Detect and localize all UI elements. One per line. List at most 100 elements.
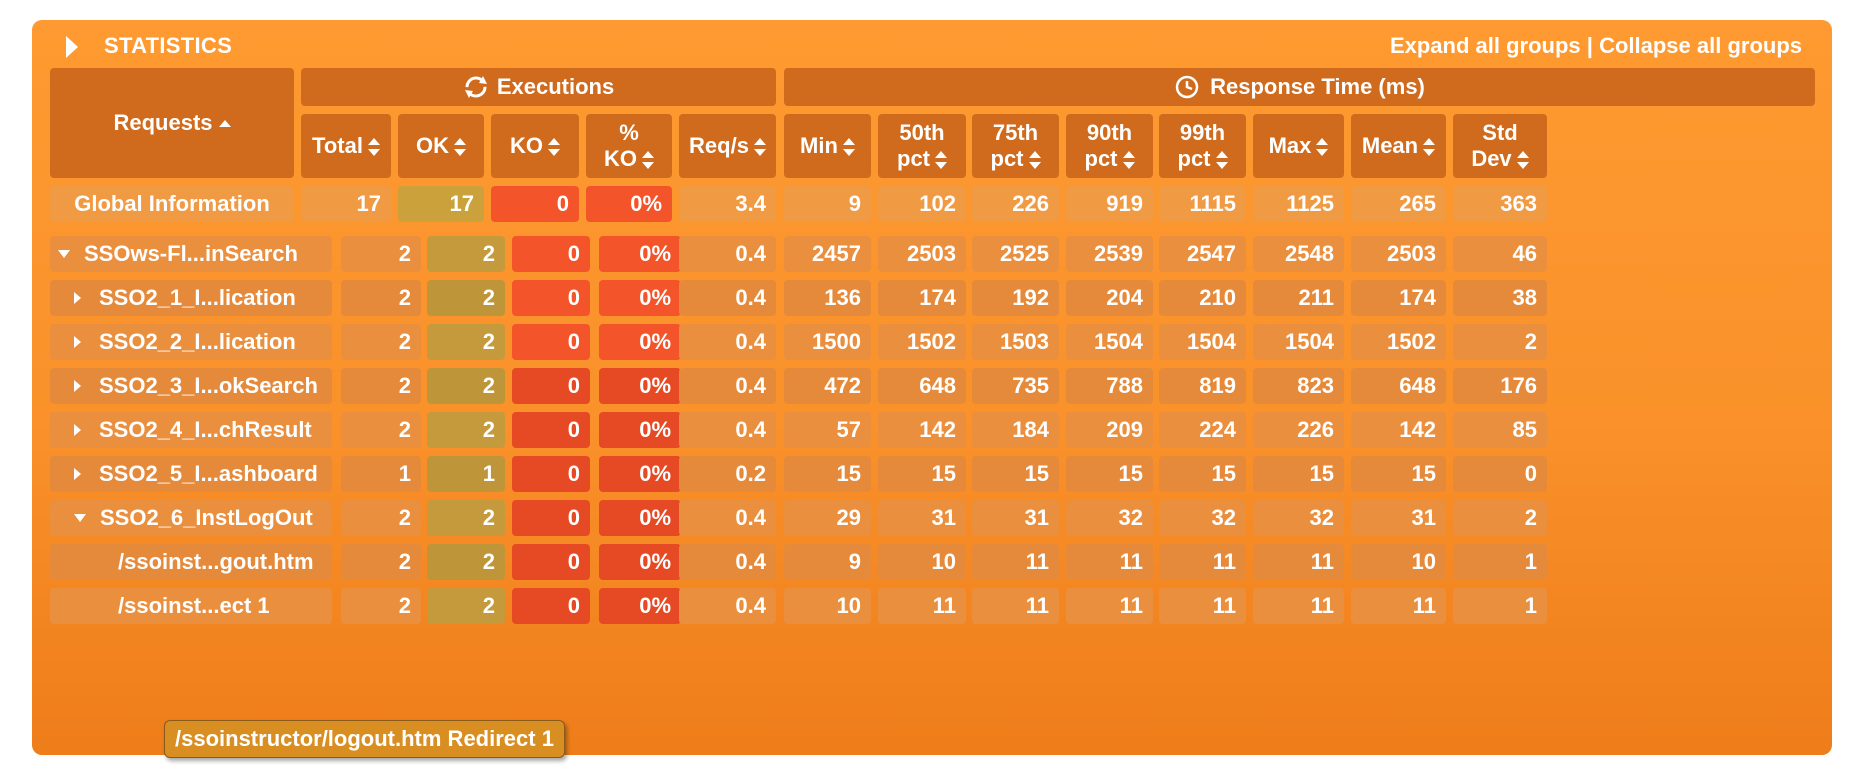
row-cell: 0.4 bbox=[679, 280, 776, 316]
row-cell: 15 bbox=[878, 456, 966, 492]
column-header-requests[interactable]: Requests bbox=[50, 68, 294, 178]
sort-icon bbox=[548, 138, 560, 157]
row-cell: 0 bbox=[512, 588, 590, 624]
row-cell: 0.4 bbox=[679, 500, 776, 536]
clock-icon bbox=[1175, 75, 1199, 99]
row-cell: 2 bbox=[1453, 324, 1547, 360]
row-cell: 142 bbox=[878, 412, 966, 448]
collapsed-triangle-icon[interactable] bbox=[74, 380, 81, 392]
row-cell: 15 bbox=[1253, 456, 1344, 492]
column-header-max[interactable]: Max bbox=[1253, 114, 1344, 178]
row-cell: 0 bbox=[512, 280, 590, 316]
row-cell: 0 bbox=[512, 456, 590, 492]
row-cell: 209 bbox=[1066, 412, 1153, 448]
global-information-label: Global Information bbox=[50, 186, 294, 222]
row-cell: 11 bbox=[1066, 588, 1153, 624]
response-time-label: Response Time (ms) bbox=[1210, 74, 1425, 99]
row-cell: 0.4 bbox=[679, 368, 776, 404]
request-name-cell[interactable]: SSO2_4_I...chResult bbox=[50, 412, 332, 448]
row-cell: 1503 bbox=[972, 324, 1059, 360]
row-cell: 29 bbox=[784, 500, 871, 536]
row-cell: 32 bbox=[1253, 500, 1344, 536]
request-name-cell[interactable]: SSO2_5_I...ashboard bbox=[50, 456, 332, 492]
request-name: SSOws-Fl...inSearch bbox=[84, 241, 298, 266]
column-header-p50[interactable]: 50th pct bbox=[878, 114, 966, 178]
row-cell: 46 bbox=[1453, 236, 1547, 272]
row-cell: 1 bbox=[341, 456, 421, 492]
expand-all-groups-link[interactable]: Expand all groups bbox=[1389, 33, 1581, 58]
column-header-p99[interactable]: 99th pct bbox=[1159, 114, 1246, 178]
column-header-mean[interactable]: Mean bbox=[1351, 114, 1446, 178]
row-cell: 823 bbox=[1253, 368, 1344, 404]
column-header-std-dev[interactable]: Std Dev bbox=[1453, 114, 1547, 178]
row-cell: 735 bbox=[972, 368, 1059, 404]
column-header-p90[interactable]: 90th pct bbox=[1066, 114, 1153, 178]
row-cell: 15 bbox=[784, 456, 871, 492]
column-header-ok[interactable]: OK bbox=[398, 114, 484, 178]
expanded-triangle-icon[interactable] bbox=[74, 514, 86, 522]
global-cell: 919 bbox=[1066, 186, 1153, 222]
request-name-cell[interactable]: SSO2_6_InstLogOut bbox=[50, 500, 332, 536]
column-header-ko[interactable]: KO bbox=[491, 114, 579, 178]
row-cell: 2 bbox=[341, 588, 421, 624]
row-cell: 2 bbox=[427, 236, 505, 272]
row-cell: 11 bbox=[1066, 544, 1153, 580]
collapse-all-groups-link[interactable]: Collapse all groups bbox=[1599, 33, 1802, 58]
row-cell: 57 bbox=[784, 412, 871, 448]
row-cell: 0.4 bbox=[679, 324, 776, 360]
row-cell: 32 bbox=[1066, 500, 1153, 536]
header-label: Mean bbox=[1361, 133, 1419, 158]
request-name-cell[interactable]: SSO2_1_I...lication bbox=[50, 280, 332, 316]
row-cell: 0% bbox=[599, 280, 681, 316]
row-cell: 2539 bbox=[1066, 236, 1153, 272]
row-cell: 0 bbox=[512, 500, 590, 536]
request-name: SSO2_5_I...ashboard bbox=[99, 461, 318, 486]
row-cell: 0% bbox=[599, 588, 681, 624]
row-cell: 1502 bbox=[1351, 324, 1446, 360]
column-header-min[interactable]: Min bbox=[784, 114, 871, 178]
row-cell: 1 bbox=[1453, 588, 1547, 624]
collapsed-triangle-icon[interactable] bbox=[74, 336, 81, 348]
request-name: SSO2_6_InstLogOut bbox=[100, 505, 313, 530]
request-name-cell[interactable]: /ssoinst...ect 1 bbox=[50, 588, 332, 624]
row-cell: 2 bbox=[341, 236, 421, 272]
row-cell: 15 bbox=[1351, 456, 1446, 492]
column-header-reqs[interactable]: Req/s bbox=[679, 114, 776, 178]
sort-icon bbox=[1028, 151, 1041, 170]
header-label-line1: Std bbox=[1482, 120, 1518, 145]
column-header-total[interactable]: Total bbox=[301, 114, 391, 178]
column-header-p75-text: 75th pct bbox=[991, 120, 1041, 172]
row-cell: 210 bbox=[1159, 280, 1246, 316]
row-cell: 184 bbox=[972, 412, 1059, 448]
row-cell: 11 bbox=[1253, 544, 1344, 580]
group-header-response-time: Response Time (ms) bbox=[784, 68, 1815, 106]
collapsed-triangle-icon[interactable] bbox=[74, 424, 81, 436]
row-cell: 2 bbox=[341, 324, 421, 360]
row-cell: 0 bbox=[512, 368, 590, 404]
request-name-cell[interactable]: /ssoinst...gout.htm bbox=[50, 544, 332, 580]
row-cell: 174 bbox=[1351, 280, 1446, 316]
column-header-pct-ko-text: % KO bbox=[604, 120, 654, 172]
row-cell: 2548 bbox=[1253, 236, 1344, 272]
request-name-cell[interactable]: SSOws-Fl...inSearch bbox=[50, 236, 332, 272]
request-name-cell[interactable]: SSO2_3_I...okSearch bbox=[50, 368, 332, 404]
expanded-triangle-icon[interactable] bbox=[58, 250, 70, 258]
row-cell: 0 bbox=[512, 544, 590, 580]
row-cell: 1 bbox=[427, 456, 505, 492]
row-cell: 9 bbox=[784, 544, 871, 580]
collapsed-triangle-icon[interactable] bbox=[74, 468, 81, 480]
row-cell: 211 bbox=[1253, 280, 1344, 316]
row-cell: 2 bbox=[341, 544, 421, 580]
row-cell: 0% bbox=[599, 412, 681, 448]
column-header-pct-ko[interactable]: % KO bbox=[586, 114, 672, 178]
row-cell: 11 bbox=[972, 544, 1059, 580]
collapsed-triangle-icon[interactable] bbox=[74, 292, 81, 304]
header-label-line2: pct bbox=[1084, 146, 1118, 171]
row-cell: 1504 bbox=[1253, 324, 1344, 360]
row-cell: 1502 bbox=[878, 324, 966, 360]
link-separator: | bbox=[1586, 33, 1593, 58]
collapse-panel-icon[interactable] bbox=[66, 36, 78, 58]
column-header-p75[interactable]: 75th pct bbox=[972, 114, 1059, 178]
request-name-cell[interactable]: SSO2_2_I...lication bbox=[50, 324, 332, 360]
request-name: /ssoinst...ect 1 bbox=[118, 593, 270, 618]
